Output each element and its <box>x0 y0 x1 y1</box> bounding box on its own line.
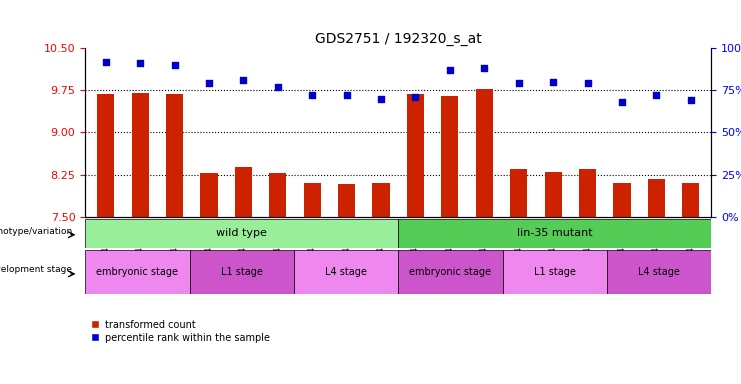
Bar <box>338 184 355 217</box>
Point <box>203 80 215 86</box>
Point <box>547 79 559 85</box>
Point <box>341 92 353 98</box>
Point <box>410 94 422 100</box>
Bar <box>97 94 114 217</box>
Bar <box>132 93 149 217</box>
Text: development stage: development stage <box>0 265 73 274</box>
Bar <box>399 250 502 294</box>
Text: lin-35 mutant: lin-35 mutant <box>517 228 593 238</box>
Bar <box>166 94 183 217</box>
Text: wild type: wild type <box>216 228 268 238</box>
Bar <box>407 94 424 217</box>
Text: L4 stage: L4 stage <box>638 266 680 277</box>
Text: genotype/variation: genotype/variation <box>0 227 73 236</box>
Text: L1 stage: L1 stage <box>221 266 263 277</box>
Point <box>272 84 284 90</box>
Bar <box>269 173 287 217</box>
Point <box>685 97 697 103</box>
Title: GDS2751 / 192320_s_at: GDS2751 / 192320_s_at <box>315 31 482 46</box>
Point <box>479 65 491 71</box>
Bar <box>502 250 607 294</box>
Bar <box>85 250 190 294</box>
Point <box>375 96 387 102</box>
Bar <box>682 183 700 217</box>
Point <box>513 80 525 86</box>
Text: L4 stage: L4 stage <box>325 266 367 277</box>
Bar <box>304 183 321 217</box>
Bar <box>648 179 665 217</box>
Bar <box>399 219 711 248</box>
Point <box>134 60 146 66</box>
Text: L1 stage: L1 stage <box>534 266 576 277</box>
Bar <box>235 167 252 217</box>
Bar <box>201 173 218 217</box>
Point <box>444 67 456 73</box>
Bar <box>442 96 459 217</box>
Bar <box>545 172 562 217</box>
Text: embryonic stage: embryonic stage <box>96 266 179 277</box>
Bar <box>190 250 294 294</box>
Bar <box>85 219 399 248</box>
Bar <box>579 169 596 217</box>
Point <box>169 62 181 68</box>
Legend: transformed count, percentile rank within the sample: transformed count, percentile rank withi… <box>90 320 270 343</box>
Point <box>100 58 112 65</box>
Bar <box>294 250 398 294</box>
Bar <box>607 250 711 294</box>
Point <box>582 80 594 86</box>
Bar <box>614 183 631 217</box>
Text: embryonic stage: embryonic stage <box>410 266 491 277</box>
Point <box>238 77 250 83</box>
Bar <box>476 89 493 217</box>
Bar <box>373 183 390 217</box>
Bar <box>510 169 528 217</box>
Point <box>306 92 318 98</box>
Point <box>651 92 662 98</box>
Point <box>616 99 628 105</box>
